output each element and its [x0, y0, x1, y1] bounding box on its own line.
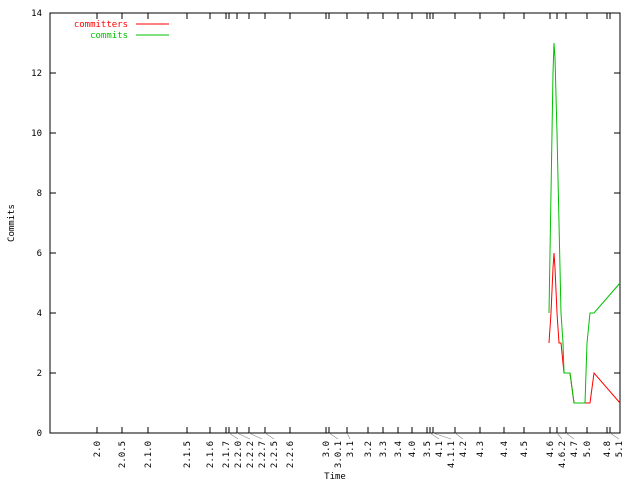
x-tick-label: 2.0: [93, 441, 103, 457]
x-tick-label: 2.0.5: [118, 441, 128, 468]
y-tick-label: 14: [31, 9, 42, 19]
series-line-commits: [548, 42, 621, 404]
x-tick-label: 4.2: [459, 441, 469, 457]
y-tick-label: 10: [31, 129, 42, 139]
y-axis-label: Commits: [7, 204, 17, 242]
x-tick-leader: [264, 432, 275, 440]
x-tick-label: 2.2.2: [246, 441, 256, 468]
x-tick-label: 4.3: [476, 441, 486, 457]
y-tick-label: 2: [37, 369, 42, 379]
x-tick-leader: [228, 432, 239, 440]
x-tick-label: 2.1.7: [222, 441, 232, 468]
x-tick-label: 4.6.2: [558, 441, 568, 468]
legend-label: committers: [74, 20, 128, 30]
x-tick-label: 2.1.0: [144, 441, 154, 468]
x-tick-label: 4.7: [570, 441, 580, 457]
x-tick-leader: [556, 432, 563, 440]
x-tick-label: 4.0: [408, 441, 418, 457]
series-line-committers: [548, 252, 621, 404]
x-tick-leader: [346, 432, 351, 440]
x-tick-label: 4.4: [500, 441, 510, 457]
x-tick-label: 2.2.6: [286, 441, 296, 468]
x-tick-leader: [429, 432, 440, 440]
x-tick-label: 5.1: [615, 441, 625, 457]
x-tick-leader: [565, 432, 575, 440]
x-tick-label: 3.0: [322, 441, 332, 457]
x-tick-label: 4.6: [546, 441, 556, 457]
x-tick-label: 3.0.1: [334, 441, 344, 468]
y-tick-label: 4: [37, 309, 42, 319]
x-tick-leader: [328, 432, 339, 440]
x-tick-label: 4.1.1: [447, 441, 457, 468]
x-tick-leader: [609, 432, 620, 440]
plot-frame: [49, 12, 621, 434]
x-tick-label: 2.2.7: [258, 441, 268, 468]
x-tick-label: 3.4: [394, 441, 404, 457]
x-tick-label: 4.1: [435, 441, 445, 457]
x-tick-leader: [454, 432, 464, 440]
y-tick-label: 8: [37, 189, 42, 199]
y-tick-label: 0: [37, 429, 42, 439]
x-tick-label: 3.1: [346, 441, 356, 457]
x-tick-label: 2.2.5: [270, 441, 280, 468]
x-tick-label: 2.2.0: [234, 441, 244, 468]
y-tick-label: 6: [37, 249, 42, 259]
x-axis-label: Time: [324, 472, 346, 480]
x-tick-label: 4.8: [603, 441, 613, 457]
y-tick-label: 12: [31, 69, 42, 79]
legend-label: commits: [90, 31, 128, 41]
x-tick-label: 3.2: [364, 441, 374, 457]
x-tick-label: 2.1.6: [206, 441, 216, 468]
x-tick-label: 5.0: [583, 441, 593, 457]
x-tick-label: 2.1.5: [183, 441, 193, 468]
x-tick-label: 4.5: [520, 441, 530, 457]
x-tick-label: 3.5: [423, 441, 433, 457]
x-tick-leader: [236, 432, 251, 440]
x-tick-leader: [432, 432, 452, 440]
x-tick-leader: [248, 432, 263, 440]
x-tick-label: 3.3: [379, 441, 389, 457]
